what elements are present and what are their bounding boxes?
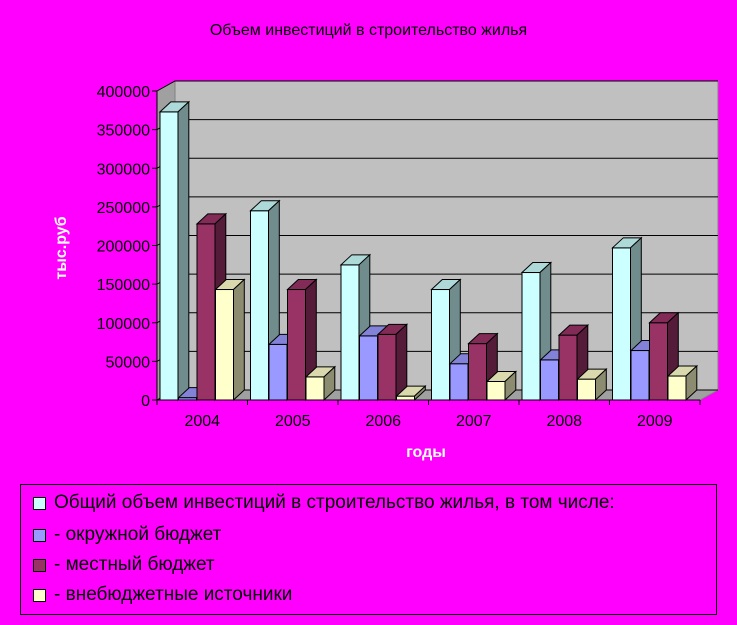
- gridline: [156, 80, 718, 92]
- y-tick-label: 250000: [97, 200, 150, 217]
- legend-swatch-local: [33, 558, 46, 572]
- bar: [158, 100, 191, 402]
- legend-item-district: - окружной бюджет: [33, 523, 221, 547]
- legend-label-local: - местный бюджет: [54, 554, 215, 575]
- bar-front: [630, 350, 650, 401]
- x-tick-label: 2006: [365, 413, 401, 430]
- bar-front: [268, 343, 288, 401]
- bar-side: [595, 367, 607, 402]
- x-tick-label: 2009: [637, 413, 673, 430]
- bar-front: [305, 376, 325, 401]
- x-tick-label: 2004: [184, 413, 220, 430]
- bar-front: [612, 247, 631, 401]
- bar-front: [540, 359, 559, 401]
- legend-swatch-total: [33, 496, 46, 510]
- chart-title: Объем инвестиций в строительство жилья: [209, 22, 528, 39]
- bar-front: [250, 210, 269, 401]
- bar-front: [196, 223, 216, 401]
- bar-front: [159, 111, 179, 401]
- bar-side: [504, 370, 517, 402]
- y-tick-label: 350000: [97, 123, 150, 140]
- legend-item-total: Общий объем инвестиций в строительство ж…: [33, 491, 615, 515]
- y-tick-label: 150000: [97, 277, 150, 294]
- bar-front: [577, 378, 596, 401]
- legend-item-local: - местный бюджет: [33, 553, 215, 577]
- legend-label-offbudget: - внебюджетные источники: [54, 584, 293, 605]
- x-tick-label: 2007: [456, 413, 492, 430]
- bar-side: [177, 100, 190, 402]
- y-tick-label: 50000: [106, 354, 151, 371]
- bar-front: [486, 380, 506, 401]
- y-tick-label: 200000: [97, 239, 150, 256]
- x-tick-label: 2005: [275, 413, 311, 430]
- legend-swatch-offbudget: [33, 588, 46, 602]
- y-tick-label: 400000: [97, 84, 150, 101]
- legend-swatch-district: [33, 528, 46, 542]
- bar-side: [414, 384, 426, 402]
- bar-front: [359, 335, 378, 401]
- legend-item-offbudget: - внебюджетные источники: [33, 583, 292, 607]
- bar-side: [685, 364, 698, 402]
- x-axis-label: годы: [406, 444, 446, 461]
- bar-front: [377, 333, 397, 401]
- bar-side: [323, 365, 336, 402]
- bar-front: [521, 272, 541, 401]
- bar: [395, 384, 427, 402]
- bar-side: [233, 278, 245, 402]
- bar: [576, 367, 608, 402]
- bar: [376, 323, 409, 402]
- bar-front: [396, 395, 415, 401]
- y-axis-label: тыс.руб: [53, 216, 70, 279]
- bar-front: [649, 322, 668, 401]
- y-tick-label: 300000: [97, 161, 150, 178]
- bar: [485, 370, 518, 402]
- bar-front: [667, 375, 687, 401]
- bar-front: [287, 289, 306, 401]
- bar-front: [558, 334, 578, 401]
- bar-front: [449, 363, 469, 401]
- legend-label-district: - окружной бюджет: [54, 524, 222, 545]
- bar-front: [215, 289, 234, 401]
- legend: Общий объем инвестиций в строительство ж…: [20, 484, 717, 615]
- y-tick-label: 100000: [97, 316, 150, 333]
- bar: [666, 364, 699, 402]
- bar: [214, 278, 246, 402]
- bar-front: [431, 289, 450, 401]
- bar-front: [340, 264, 360, 401]
- bar: [304, 365, 337, 402]
- y-tick-label: 0: [141, 393, 150, 410]
- bar: [557, 323, 590, 402]
- x-tick-label: 2008: [546, 413, 582, 430]
- bar-front: [468, 343, 487, 401]
- legend-label-total: Общий объем инвестиций в строительство ж…: [54, 492, 615, 513]
- chart-plot: 0 50000 100000 150000 200000 250000 300000 3500…: [53, 80, 720, 461]
